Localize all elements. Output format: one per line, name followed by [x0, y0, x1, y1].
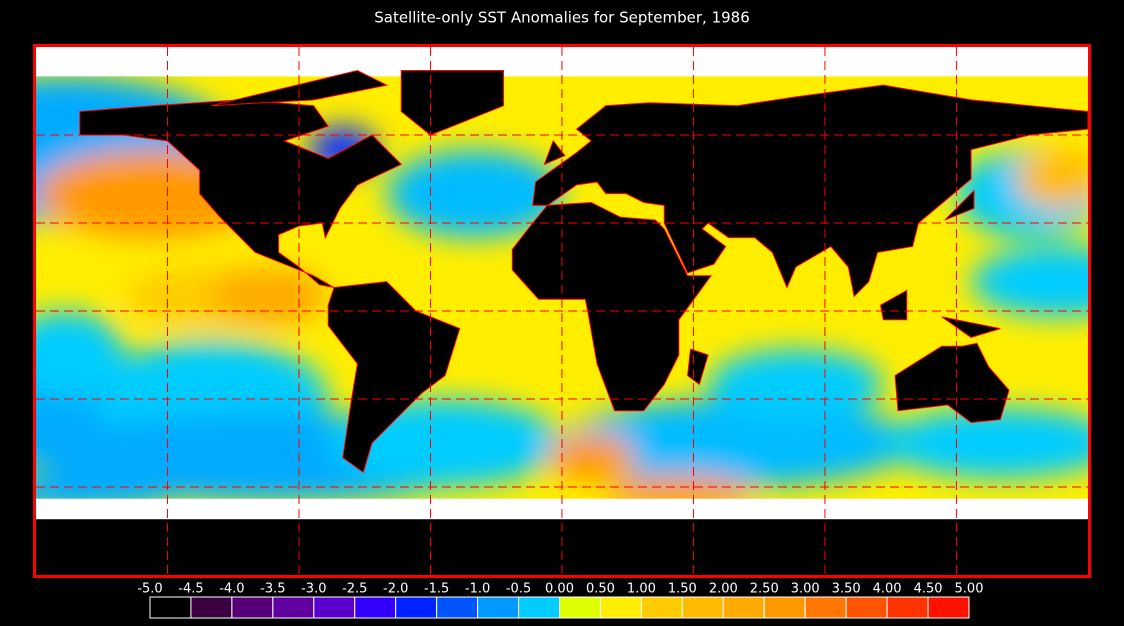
- anomaly-patch: [36, 311, 124, 399]
- anomaly-patch: [562, 399, 913, 487]
- landmass: [79, 99, 403, 289]
- landmass: [687, 348, 709, 386]
- colorbar-tick-label: 0.50: [586, 582, 615, 597]
- colorbar-tick-label: 5.00: [955, 582, 984, 597]
- title: Satellite-only SST Anomalies for Septemb…: [374, 9, 750, 27]
- colorbar-tick-label: -1.0: [465, 582, 490, 597]
- colorbar-tick-label: -0.5: [506, 582, 531, 597]
- colorbar-tick-label: -5.0: [137, 582, 162, 597]
- colorbar-bin: [763, 596, 806, 619]
- colorbar-bin: [804, 596, 847, 619]
- anomaly-patch: [1014, 149, 1088, 209]
- colorbar: -5.0 -4.5 -4.0 -3.5 -3.0 -2.5 -2.0 -1.5 -1.0 -0.5…: [137, 582, 983, 619]
- colorbar-bin: [477, 596, 520, 619]
- colorbar-tick-label: -3.0: [301, 582, 326, 597]
- colorbar-bin: [272, 596, 315, 619]
- anomaly-patch: [971, 246, 1088, 317]
- landmass: [894, 342, 1010, 423]
- colorbar-bin: [190, 596, 233, 619]
- colorbar-tick-label: -3.5: [260, 582, 285, 597]
- landmass: [400, 69, 505, 136]
- colorbar-tick-label: 0.00: [545, 582, 574, 597]
- colorbar-bin: [599, 596, 642, 619]
- colorbar-bin: [313, 596, 356, 619]
- graticule: [36, 47, 1088, 575]
- map-area: [36, 47, 1088, 575]
- colorbar-bin: [354, 596, 397, 619]
- colorbar-tick-label: -4.0: [219, 582, 244, 597]
- colorbar-bin: [559, 596, 601, 619]
- colorbar-bin: [395, 596, 438, 619]
- colorbar-tick-label: 1.50: [668, 582, 697, 597]
- landmass: [543, 139, 566, 166]
- colorbar-tick-label: -4.5: [178, 582, 203, 597]
- map-frame: [33, 44, 1091, 578]
- colorbar-tick-label: 3.50: [832, 582, 861, 597]
- landmass: [211, 69, 389, 107]
- colorbar-tick-label: 2.00: [709, 582, 738, 597]
- anomaly-patch: [883, 407, 1088, 479]
- landmass: [532, 84, 1088, 298]
- colorbar-bin: [886, 596, 929, 619]
- colorbar-tick-label: 1.00: [627, 582, 656, 597]
- colorbar-tick-label: 2.50: [750, 582, 779, 597]
- colorbar-bin: [518, 596, 560, 619]
- anomaly-patch: [708, 349, 884, 420]
- colorbar-tick-label: -2.0: [383, 582, 408, 597]
- colorbar-bin: [640, 596, 683, 619]
- anomaly-patch: [547, 434, 635, 482]
- landmass: [511, 201, 712, 412]
- colorbar-bin: [722, 596, 765, 619]
- colorbar-tick-label: 3.00: [791, 582, 820, 597]
- colorbar-bin: [436, 596, 479, 619]
- colorbar-bin: [149, 596, 192, 619]
- colorbar-tick-label: -2.5: [342, 582, 367, 597]
- colorbar-bin: [927, 596, 970, 619]
- colorbar-tick-label: -1.5: [424, 582, 449, 597]
- colorbar-bin: [845, 596, 888, 619]
- colorbar-bin: [231, 596, 274, 619]
- landmass: [944, 189, 975, 221]
- colorbar-bin: [681, 596, 724, 619]
- colorbar-tick-label: 4.00: [873, 582, 902, 597]
- landmass: [879, 289, 908, 321]
- colorbar-tick-label: 4.50: [914, 582, 943, 597]
